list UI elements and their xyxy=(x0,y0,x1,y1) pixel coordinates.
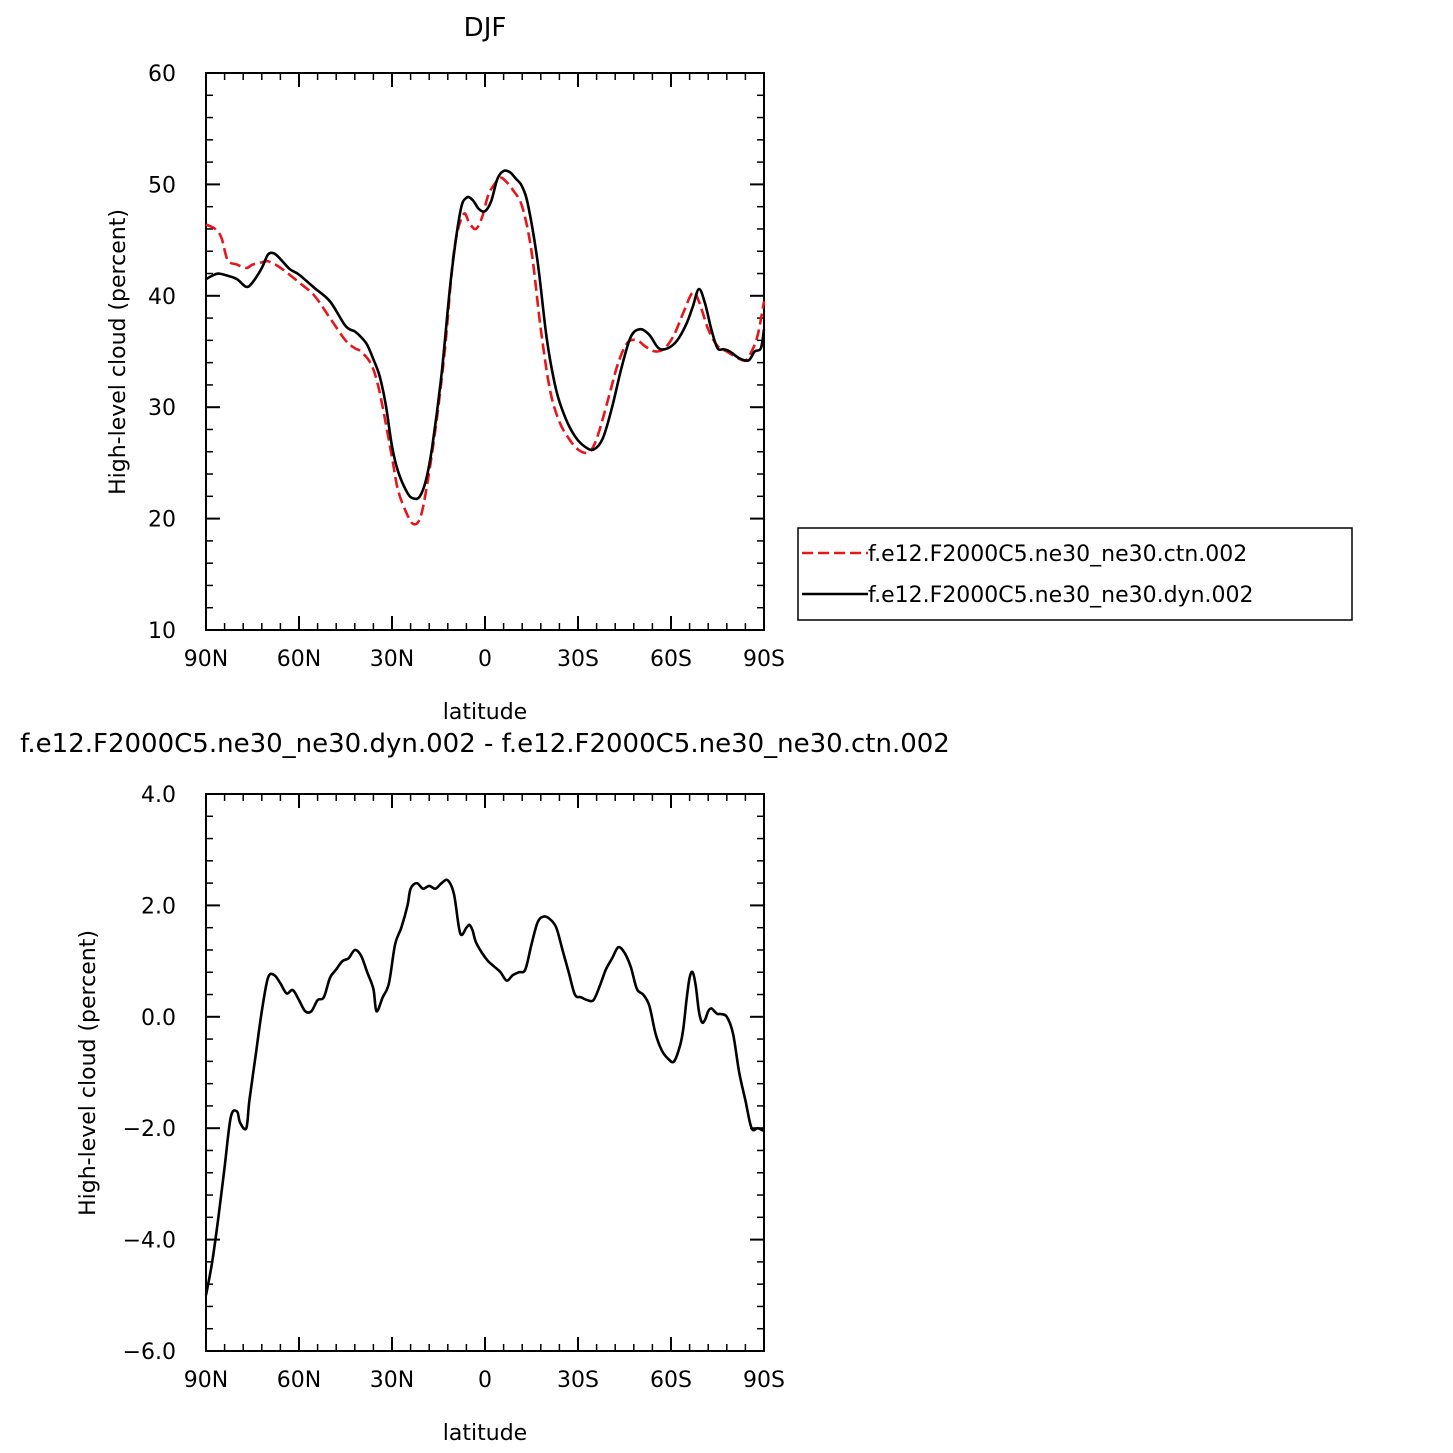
y-tick-label: 10 xyxy=(148,619,176,644)
y-tick-label: −2.0 xyxy=(123,1117,176,1142)
y-tick-label: 50 xyxy=(148,173,176,198)
x-tick-label: 0 xyxy=(478,1368,492,1393)
plot-area-top: 90N 60N 30N 0 30S 60S 90S 10 20 30 40 50 60 xyxy=(148,62,785,672)
x-axis-label-top: latitude xyxy=(443,700,527,725)
y-tick-label: −4.0 xyxy=(123,1229,176,1254)
panel-bottom-difference: f.e12.F2000C5.ne30_ne30.dyn.002 - f.e12.… xyxy=(20,729,950,1446)
y-tick-label: 60 xyxy=(148,62,176,87)
y-tick-label: 30 xyxy=(148,396,176,421)
x-tick-label: 30S xyxy=(557,1368,599,1393)
chart-title-difference: f.e12.F2000C5.ne30_ne30.dyn.002 - f.e12.… xyxy=(20,729,950,759)
x-tick-label: 60S xyxy=(650,1368,692,1393)
x-tick-label: 60S xyxy=(650,647,692,672)
x-axis-label-bottom: latitude xyxy=(443,1421,527,1446)
y-tick-label: 20 xyxy=(148,508,176,533)
panel-top-djf: DJF 90N 60N 30N 0 30S 60S 90S 10 20 30 40 50 60 lati… xyxy=(106,13,1353,725)
x-tick-label: 0 xyxy=(478,647,492,672)
x-tick-label: 90N xyxy=(184,1368,228,1393)
x-tick-label: 90N xyxy=(184,647,228,672)
y-axis-label-top: High-level cloud (percent) xyxy=(106,209,131,495)
legend: f.e12.F2000C5.ne30_ne30.ctn.002 f.e12.F2… xyxy=(797,527,1353,621)
series-line-dyn xyxy=(205,169,766,501)
series-line-ctn xyxy=(205,176,766,526)
series-line-difference xyxy=(204,878,765,1296)
x-tick-label: 60N xyxy=(277,1368,321,1393)
y-tick-label: 40 xyxy=(148,285,176,310)
legend-entry-ctn: f.e12.F2000C5.ne30_ne30.ctn.002 xyxy=(868,542,1247,567)
y-axis-label-bottom: High-level cloud (percent) xyxy=(76,930,101,1216)
y-tick-label: 0.0 xyxy=(141,1006,176,1031)
legend-entry-dyn: f.e12.F2000C5.ne30_ne30.dyn.002 xyxy=(868,583,1254,608)
legend-box xyxy=(797,527,1353,621)
x-tick-label: 90S xyxy=(743,647,785,672)
y-tick-label: −6.0 xyxy=(123,1340,176,1365)
y-tick-label: 2.0 xyxy=(141,894,176,919)
x-tick-label: 30N xyxy=(370,647,414,672)
y-tick-label: 4.0 xyxy=(141,783,176,808)
x-tick-label: 30S xyxy=(557,647,599,672)
x-tick-label: 60N xyxy=(277,647,321,672)
x-tick-label: 90S xyxy=(743,1368,785,1393)
chart-title-djf: DJF xyxy=(464,13,507,43)
plot-frame xyxy=(205,793,765,1352)
plot-area-bottom: 90N 60N 30N 0 30S 60S 90S −6.0 −4.0 −2.0 0.0 2.0 4.0 xyxy=(123,783,785,1393)
x-tick-label: 30N xyxy=(370,1368,414,1393)
plot-frame xyxy=(205,72,765,631)
